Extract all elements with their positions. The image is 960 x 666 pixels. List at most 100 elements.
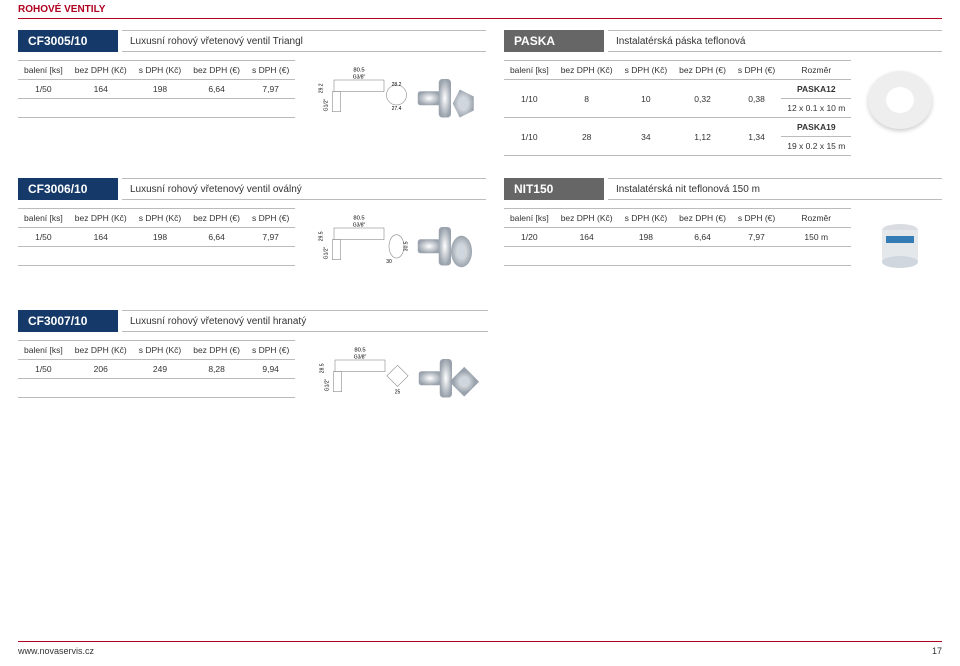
col-baleni: balení [ks] (504, 209, 555, 228)
svg-text:G1/2": G1/2" (324, 378, 330, 391)
product-code: CF3005/10 (18, 30, 118, 52)
svg-text:G3/8": G3/8" (352, 74, 365, 80)
cell: 7,97 (732, 228, 781, 247)
footer-pageno: 17 (932, 646, 942, 656)
table-row (18, 99, 295, 118)
row-1: CF3005/10 Luxusní rohový vřetenový venti… (18, 30, 942, 156)
col-baleni: balení [ks] (18, 61, 69, 80)
cell: 1/10 (504, 118, 555, 156)
product-code: NIT150 (504, 178, 604, 200)
col-bezkc: bez DPH (Kč) (555, 209, 619, 228)
cell: 8,28 (187, 360, 246, 379)
cell: 12 x 0.1 x 10 m (781, 99, 851, 118)
table-row: 1/10 28 34 1,12 1,34 PASKA19 (504, 118, 851, 137)
row-2: CF3006/10 Luxusní rohový vřetenový venti… (18, 178, 942, 288)
svg-text:25: 25 (394, 389, 400, 395)
cell: 6,64 (187, 228, 246, 247)
col-se: s DPH (€) (246, 61, 295, 80)
diagram-valve-triangl: 80.5 G3/8" G1/2" 29.2 28.2 27.4 (309, 65, 409, 135)
svg-text:28.5: 28.5 (319, 363, 325, 373)
table-row: 1/50 206 249 8,28 9,94 (18, 360, 295, 379)
cell: 164 (69, 80, 133, 99)
product-code: PASKA (504, 30, 604, 52)
col-bezkc: bez DPH (Kč) (69, 61, 133, 80)
price-table: balení [ks] bez DPH (Kč) s DPH (Kč) bez … (18, 60, 295, 118)
section-title: ROHOVÉ VENTILY (18, 4, 105, 15)
cell: 1,12 (673, 118, 732, 156)
col-skc: s DPH (Kč) (619, 209, 674, 228)
table-row (504, 247, 851, 266)
product-code: CF3007/10 (18, 310, 118, 332)
cell: 150 m (781, 228, 851, 247)
cell: 198 (133, 228, 188, 247)
product-name: Luxusní rohový vřetenový ventil Triangl (122, 30, 486, 52)
col-bezkc: bez DPH (Kč) (69, 209, 133, 228)
cell: 1/50 (18, 228, 69, 247)
col-bezkc: bez DPH (Kč) (555, 61, 619, 80)
cell: 8 (555, 80, 619, 118)
cell: 1/20 (504, 228, 555, 247)
svg-text:G1/2": G1/2" (323, 98, 329, 111)
svg-text:G1/2": G1/2" (323, 246, 329, 259)
col-beze: bez DPH (€) (187, 341, 246, 360)
cell: 249 (133, 360, 188, 379)
svg-text:G3/8": G3/8" (353, 354, 366, 360)
col-bezkc: bez DPH (Kč) (69, 341, 133, 360)
col-se: s DPH (€) (246, 341, 295, 360)
product-name: Luxusní rohový vřetenový ventil oválný (122, 178, 486, 200)
svg-text:27.4: 27.4 (391, 106, 401, 112)
svg-text:80.5: 80.5 (353, 216, 364, 222)
cell: PASKA12 (781, 80, 851, 99)
table-row: 1/20 164 198 6,64 7,97 150 m (504, 228, 851, 247)
table-row (18, 379, 295, 398)
cell: 1/50 (18, 360, 69, 379)
col-baleni: balení [ks] (18, 341, 69, 360)
photo-thread-spool (865, 218, 935, 278)
diagram-valve-oval: 80.5 G3/8" G1/2" 29.5 30 30.5 (309, 213, 409, 283)
photo-tape-roll (860, 65, 940, 135)
content-area: CF3005/10 Luxusní rohový vřetenový venti… (18, 30, 942, 442)
footer-url: www.novaservis.cz (18, 646, 94, 656)
cell: 10 (619, 80, 674, 118)
col-rozmer: Rozměr (781, 61, 851, 80)
item-cf3006: CF3006/10 Luxusní rohový vřetenový venti… (18, 178, 486, 288)
cell: 1,34 (732, 118, 781, 156)
cell: 9,94 (246, 360, 295, 379)
col-se: s DPH (€) (732, 209, 781, 228)
cell: PASKA19 (781, 118, 851, 137)
cell: 1/10 (504, 80, 555, 118)
cell: 206 (69, 360, 133, 379)
col-beze: bez DPH (€) (187, 61, 246, 80)
item-cf3005: CF3005/10 Luxusní rohový vřetenový venti… (18, 30, 486, 140)
price-table: balení [ks] bez DPH (Kč) s DPH (Kč) bez … (18, 340, 295, 398)
cell: 164 (555, 228, 619, 247)
cell: 7,97 (246, 80, 295, 99)
col-skc: s DPH (Kč) (133, 61, 188, 80)
svg-text:29.5: 29.5 (318, 231, 324, 241)
col-beze: bez DPH (€) (187, 209, 246, 228)
footer: www.novaservis.cz 17 (18, 641, 942, 656)
cell: 1/50 (18, 80, 69, 99)
col-rozmer: Rozměr (781, 209, 851, 228)
photo-valve-oval (409, 213, 479, 283)
table-row: 1/10 8 10 0,32 0,38 PASKA12 (504, 80, 851, 99)
table-row (18, 247, 295, 266)
product-name: Luxusní rohový vřetenový ventil hranatý (122, 310, 488, 332)
col-baleni: balení [ks] (18, 209, 69, 228)
photo-valve-triangl (409, 65, 479, 135)
item-cf3007: CF3007/10 Luxusní rohový vřetenový venti… (18, 310, 488, 420)
item-paska: PASKA Instalatérská páska teflonová bale… (504, 30, 942, 156)
product-name: Instalatérská nit teflonová 150 m (608, 178, 942, 200)
cell: 6,64 (673, 228, 732, 247)
col-beze: bez DPH (€) (673, 61, 732, 80)
cell: 198 (619, 228, 674, 247)
svg-text:80.5: 80.5 (353, 68, 364, 74)
cell: 164 (69, 228, 133, 247)
col-skc: s DPH (Kč) (133, 209, 188, 228)
cell: 34 (619, 118, 674, 156)
price-table: balení [ks] bez DPH (Kč) s DPH (Kč) bez … (504, 208, 851, 266)
col-se: s DPH (€) (732, 61, 781, 80)
price-table: balení [ks] bez DPH (Kč) s DPH (Kč) bez … (504, 60, 851, 156)
cell: 6,64 (187, 80, 246, 99)
col-baleni: balení [ks] (504, 61, 555, 80)
